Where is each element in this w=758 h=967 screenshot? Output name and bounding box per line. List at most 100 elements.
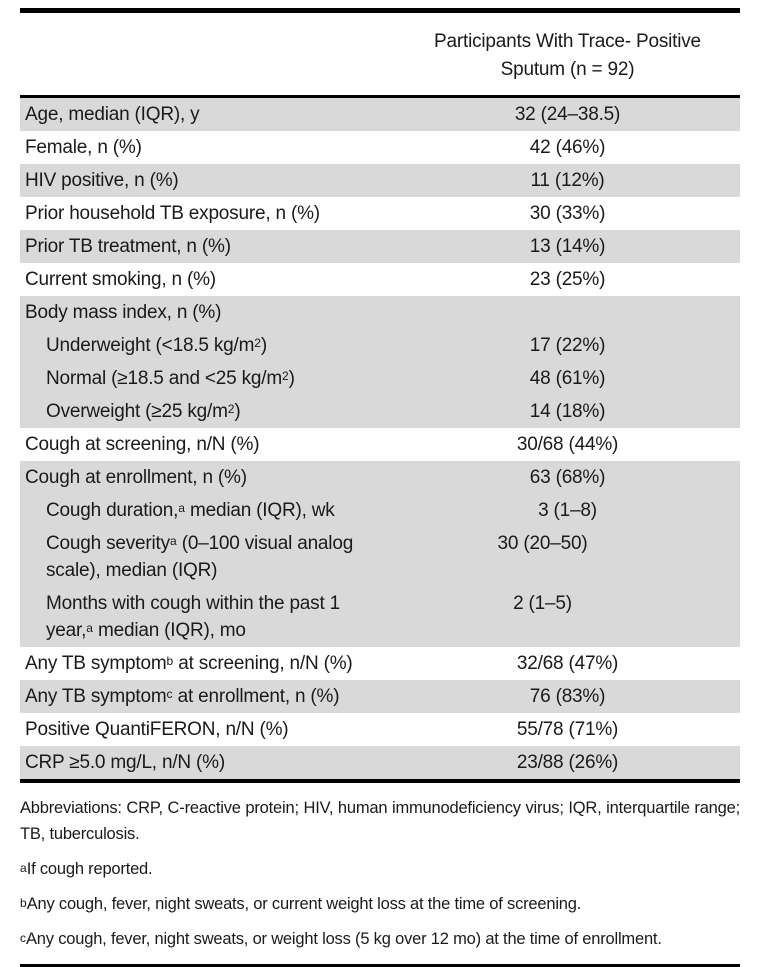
row-label: Age, median (IQR), y (20, 101, 395, 128)
table-row-female: Female, n (%) 42 (46%) (20, 131, 740, 164)
footnote-marker-c: c (166, 687, 173, 701)
row-label-text: Positive QuantiFERON, n/N (%) (25, 719, 289, 740)
row-value: 32/68 (47%) (516, 653, 619, 674)
footnote-marker-a: a (178, 501, 185, 515)
row-value: 23 (25%) (529, 269, 606, 290)
footnote-marker-a: a (86, 621, 93, 635)
row-label-text: Months with cough within the past 1 year… (46, 593, 341, 641)
header-empty-cell (20, 28, 395, 84)
row-value (395, 299, 740, 326)
row-value: 23/88 (26%) (516, 752, 619, 773)
row-label-text: Overweight (≥25 kg/m (46, 401, 228, 422)
row-label-text: Cough severity (46, 533, 170, 554)
row-label-text: Cough at screening, n/N (%) (25, 434, 260, 455)
row-label-text: at enrollment, n (%) (172, 686, 340, 707)
footnote-a-text: If cough reported. (26, 860, 153, 878)
footnote-marker-b: b (20, 896, 27, 910)
row-value: 32 (24–38.5) (514, 104, 621, 125)
row-value: 11 (12%) (530, 170, 605, 191)
row-label: Body mass index, n (%) (20, 299, 395, 326)
row-value: 76 (83%) (529, 686, 606, 707)
row-label-text: ) (260, 335, 268, 356)
row-label: Cough severitya (0–100 visual analog sca… (20, 530, 370, 584)
row-value: 55/78 (71%) (516, 719, 619, 740)
row-label-text: Prior TB treatment, n (%) (25, 236, 231, 257)
footnote-b-text: Any cough, fever, night sweats, or curre… (26, 895, 582, 913)
row-label-text: (0–100 visual analog scale), median (IQR… (46, 533, 354, 581)
row-value: 14 (18%) (529, 401, 606, 422)
table-row-underweight: Underweight (<18.5 kg/m2) 17 (22%) (20, 329, 740, 362)
footnote-marker-b: b (166, 654, 174, 668)
table-row-prior-treatment: Prior TB treatment, n (%) 13 (14%) (20, 230, 740, 263)
row-label-text: Normal (≥18.5 and <25 kg/m (46, 368, 282, 389)
row-label: Normal (≥18.5 and <25 kg/m2) (20, 365, 395, 392)
abbreviations-note: Abbreviations: CRP, C-reactive protein; … (20, 799, 740, 843)
row-label: Months with cough within the past 1 year… (20, 590, 370, 644)
row-label: CRP ≥5.0 mg/L, n/N (%) (20, 749, 395, 776)
row-label: HIV positive, n (%) (20, 167, 395, 194)
table-row-cough-screening: Cough at screening, n/N (%) 30/68 (44%) (20, 428, 740, 461)
table-body: Age, median (IQR), y 32 (24–38.5) Female… (20, 98, 740, 783)
superscript-2: 2 (281, 369, 289, 383)
table-row-cough-duration: Cough duration,a median (IQR), wk 3 (1–8… (20, 494, 740, 527)
row-label-text: median (IQR), wk (184, 500, 335, 521)
row-label-text: at screening, n/N (%) (173, 653, 353, 674)
table-row-household-exposure: Prior household TB exposure, n (%) 30 (3… (20, 197, 740, 230)
footnote-marker-a: a (169, 534, 177, 548)
row-label-text: Cough at enrollment, n (%) (25, 467, 247, 488)
table-row-cough-severity: Cough severitya (0–100 visual analog sca… (20, 527, 740, 587)
row-label-text: HIV positive, n (%) (25, 170, 179, 191)
table-row-tb-symptom-enrollment: Any TB symptomc at enrollment, n (%) 76 … (20, 680, 740, 713)
row-label-text: Underweight (<18.5 kg/m (46, 335, 255, 356)
row-label: Positive QuantiFERON, n/N (%) (20, 716, 395, 743)
row-label: Current smoking, n (%) (20, 266, 395, 293)
footnote-c-text: Any cough, fever, night sweats, or weigh… (26, 930, 662, 948)
row-value: 17 (22%) (529, 335, 606, 356)
row-label-text: Age, median (IQR), y (25, 104, 200, 125)
table-row-normal-bmi: Normal (≥18.5 and <25 kg/m2) 48 (61%) (20, 362, 740, 395)
row-label: Female, n (%) (20, 134, 395, 161)
row-value: 48 (61%) (529, 368, 606, 389)
footnote-marker-a: a (20, 861, 27, 875)
column-header: Participants With Trace- Positive Sputum… (395, 28, 740, 84)
row-label-text: Any TB symptom (25, 653, 167, 674)
superscript-2: 2 (227, 402, 235, 416)
row-label: Cough at screening, n/N (%) (20, 431, 395, 458)
table-row-months-with-cough: Months with cough within the past 1 year… (20, 587, 740, 647)
row-value: 3 (1–8) (538, 500, 597, 521)
characteristics-table: Participants With Trace- Positive Sputum… (20, 8, 740, 967)
footnote-c: cAny cough, fever, night sweats, or weig… (20, 926, 740, 952)
row-label: Cough duration,a median (IQR), wk (20, 497, 395, 524)
table-row-cough-enrollment: Cough at enrollment, n (%) 63 (68%) (20, 461, 740, 494)
table-row-age: Age, median (IQR), y 32 (24–38.5) (20, 98, 740, 131)
table-row-bmi-group: Body mass index, n (%) (20, 296, 740, 329)
footnote-a: aIf cough reported. (20, 856, 740, 882)
row-value: 30 (33%) (529, 203, 606, 224)
row-value: 42 (46%) (529, 137, 606, 158)
row-label: Overweight (≥25 kg/m2) (20, 398, 395, 425)
table-row-hiv: HIV positive, n (%) 11 (12%) (20, 164, 740, 197)
table-row-smoking: Current smoking, n (%) 23 (25%) (20, 263, 740, 296)
row-value: 2 (1–5) (513, 593, 572, 614)
row-label-text: Body mass index, n (%) (25, 302, 222, 323)
table-row-quantiferon: Positive QuantiFERON, n/N (%) 55/78 (71%… (20, 713, 740, 746)
footnote-marker-c: c (20, 931, 26, 945)
row-label-text: ) (288, 368, 295, 389)
column-header-line1: Participants With Trace- Positive (434, 31, 701, 52)
row-value: 30 (20–50) (497, 533, 588, 554)
table-header-row: Participants With Trace- Positive Sputum… (20, 13, 740, 98)
row-label-text: Prior household TB exposure, n (%) (25, 203, 320, 224)
row-label: Underweight (<18.5 kg/m2) (20, 332, 395, 359)
table-row-tb-symptom-screening: Any TB symptomb at screening, n/N (%) 32… (20, 647, 740, 680)
column-header-line2: Sputum (n = 92) (500, 59, 635, 80)
row-label: Cough at enrollment, n (%) (20, 464, 395, 491)
table-footnotes: Abbreviations: CRP, C-reactive protein; … (20, 783, 740, 967)
row-label-text: median (IQR), mo (92, 620, 246, 641)
row-label-text: Cough duration, (46, 500, 179, 521)
superscript-2: 2 (254, 336, 261, 350)
table-row-overweight: Overweight (≥25 kg/m2) 14 (18%) (20, 395, 740, 428)
row-value: 63 (68%) (529, 467, 606, 488)
row-label-text: ) (234, 401, 241, 422)
row-label-text: Any TB symptom (25, 686, 167, 707)
row-label-text: CRP ≥5.0 mg/L, n/N (%) (25, 752, 225, 773)
